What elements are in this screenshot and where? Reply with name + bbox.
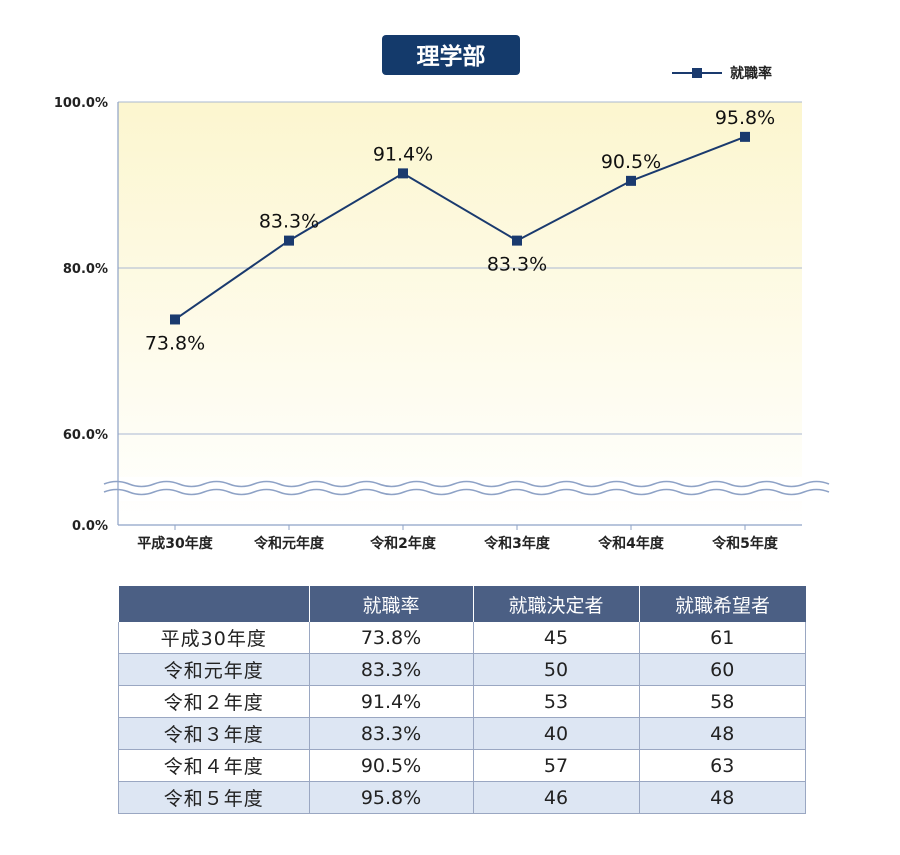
y-tick-label: 100.0% [54, 96, 108, 111]
data-point [398, 168, 408, 179]
y-tick-label: 0.0% [72, 519, 108, 534]
data-label: 83.3% [259, 211, 319, 233]
table-cell: 46 [472, 781, 640, 814]
table-cell: 53 [472, 685, 640, 718]
chart-title-badge [382, 35, 520, 75]
table-cell: 令和２年度 [118, 685, 310, 718]
data-label: 91.4% [373, 143, 433, 165]
table-cell: 令和元年度 [118, 653, 310, 686]
x-tick-label: 令和2年度 [369, 535, 437, 552]
table-header-row: 就職率 就職決定者 就職希望者 [118, 586, 806, 622]
table-row: 令和４年度 90.5% 57 63 [118, 749, 806, 782]
data-point [284, 235, 294, 246]
legend-label: 就職率 [730, 65, 772, 82]
table-cell: 平成30年度 [118, 622, 310, 654]
table-cell: 90.5% [308, 749, 474, 782]
table-cell: 63 [638, 749, 806, 782]
x-tick-label: 令和元年度 [253, 535, 325, 552]
series-line-employment-rate [174, 135, 746, 321]
table-cell: 57 [472, 749, 640, 782]
line-chart: 理学部 就職率 100.0% 80.0% 60.0% 0.0% 平成30年度 令和元年度… [54, 35, 830, 552]
data-point [626, 175, 636, 186]
data-label: 73.8% [145, 332, 205, 354]
table-cell: 95.8% [308, 781, 474, 814]
plot-area [118, 102, 802, 525]
table-header-cell: 就職希望者 [638, 586, 806, 622]
y-tick-label: 80.0% [63, 262, 108, 277]
table-cell: 45 [472, 622, 640, 654]
table-row: 令和３年度 83.3% 40 48 [118, 717, 806, 750]
x-tick-label: 令和4年度 [597, 535, 665, 552]
x-tick-label: 令和3年度 [483, 535, 551, 552]
axis-break-band [104, 477, 810, 501]
table-cell: 50 [472, 653, 640, 686]
x-tick-label: 平成30年度 [137, 535, 213, 552]
axis-break-wave-top [103, 480, 830, 488]
y-tick-label: 60.0% [63, 428, 108, 443]
data-label: 83.3% [487, 254, 547, 276]
legend-marker [692, 68, 702, 78]
table-row: 平成30年度 73.8% 45 61 [118, 622, 806, 654]
table-header-cell [118, 586, 309, 622]
x-tick-label: 令和5年度 [711, 535, 779, 552]
table-cell: 令和３年度 [118, 717, 310, 750]
data-table: 就職率 就職決定者 就職希望者 平成30年度 73.8% 45 61 令和元年度… [118, 586, 806, 814]
table-header-cell: 就職決定者 [472, 586, 639, 622]
table-row: 令和元年度 83.3% 50 60 [118, 653, 806, 686]
data-point [740, 131, 750, 142]
table-cell: 83.3% [308, 717, 474, 750]
table-row: 令和５年度 95.8% 46 48 [118, 781, 806, 814]
table-cell: 48 [638, 717, 806, 750]
chart-title: 理学部 [417, 43, 486, 70]
table-cell: 40 [472, 717, 640, 750]
table-header-cell: 就職率 [308, 586, 473, 622]
table-cell: 83.3% [308, 653, 474, 686]
data-label: 95.8% [715, 107, 775, 129]
table-cell: 60 [638, 653, 806, 686]
data-point [170, 314, 180, 325]
table-cell: 58 [638, 685, 806, 718]
table-cell: 73.8% [308, 622, 474, 654]
table-cell: 令和５年度 [118, 781, 310, 814]
table-cell: 91.4% [308, 685, 474, 718]
table-cell: 令和４年度 [118, 749, 310, 782]
table-cell: 48 [638, 781, 806, 814]
data-label: 90.5% [601, 151, 661, 173]
data-point [512, 235, 522, 246]
table-cell: 61 [638, 622, 806, 654]
table-row: 令和２年度 91.4% 53 58 [118, 685, 806, 718]
axis-break-wave-bottom [103, 488, 830, 496]
